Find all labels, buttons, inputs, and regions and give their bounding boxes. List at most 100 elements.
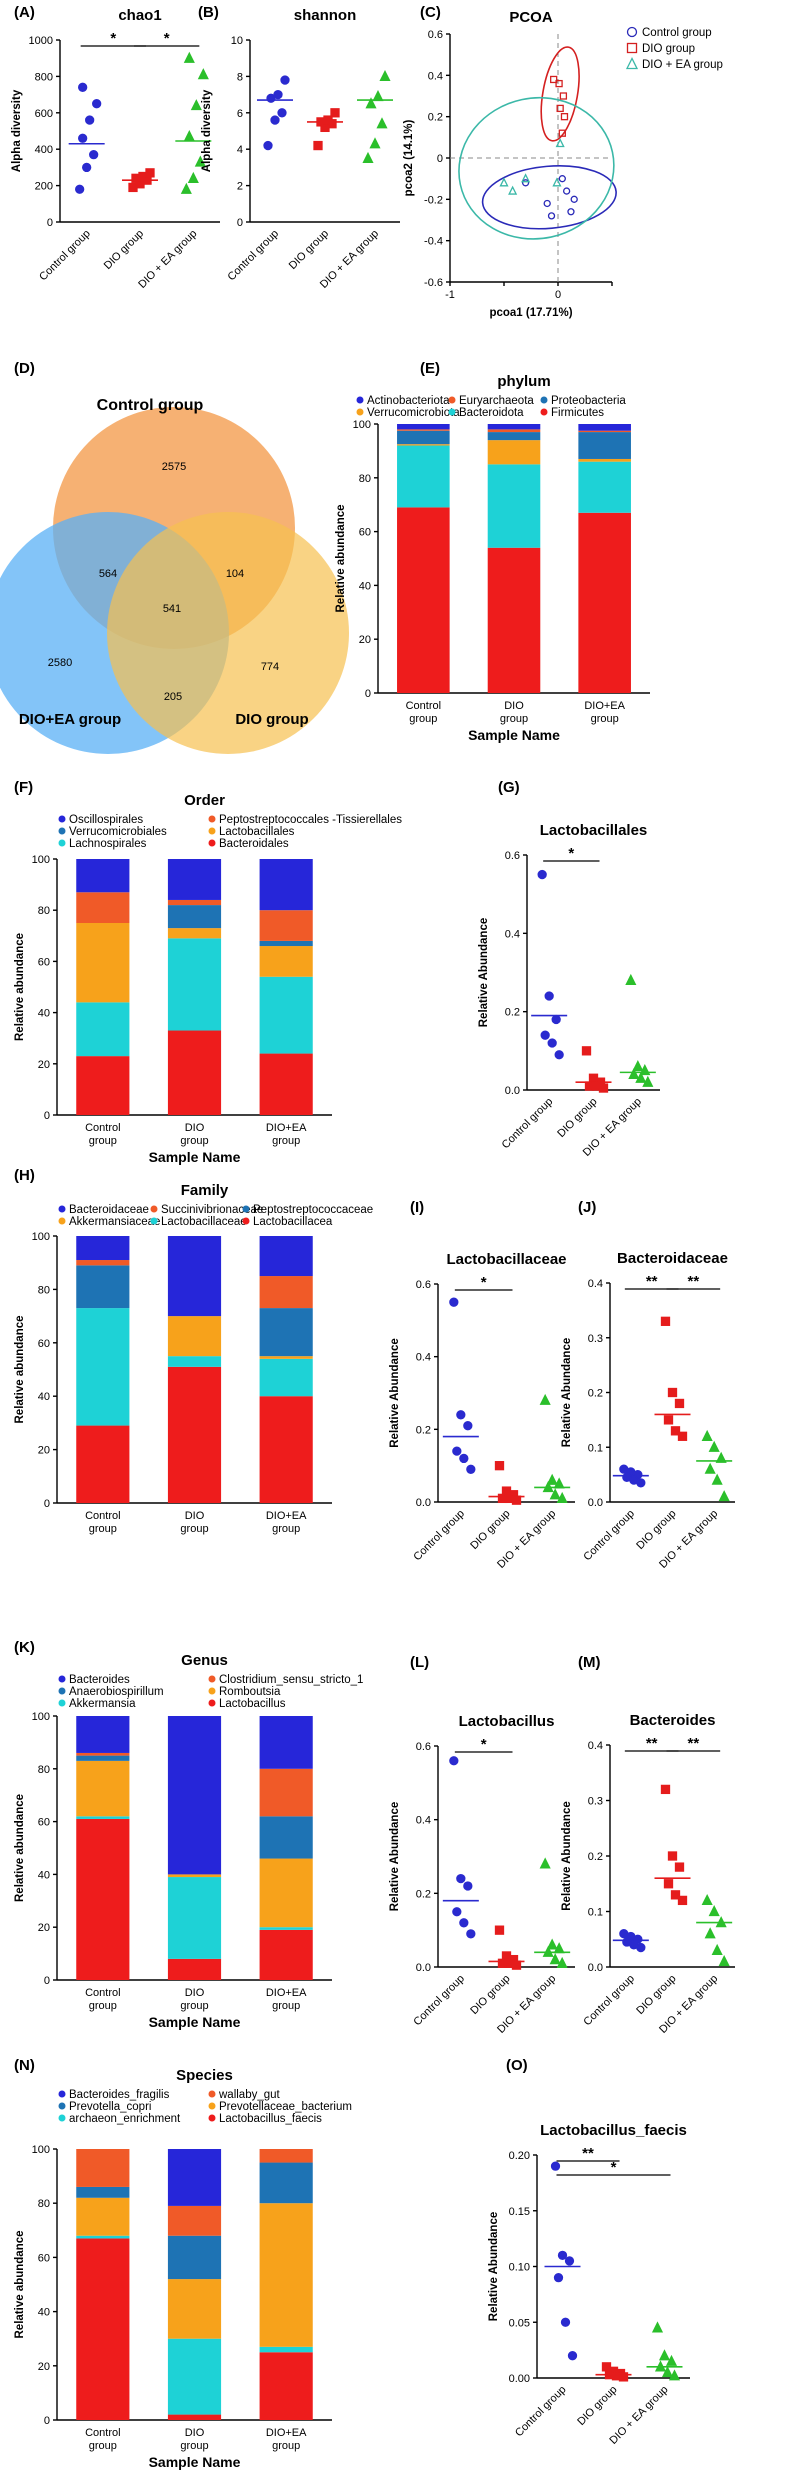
y-tick-label: 60: [38, 1338, 50, 1350]
data-point: [553, 1477, 565, 1489]
x-tick-label: Control group: [500, 1096, 556, 1152]
y-tick-label: 0.0: [416, 1962, 431, 1974]
x-tick-label: Control group: [513, 2384, 569, 2440]
data-point: [665, 2354, 678, 2366]
legend-swatch: [58, 1687, 66, 1695]
legend-label: wallaby_gut: [218, 2089, 281, 2101]
x-tick-line: DIO: [504, 700, 524, 712]
legend-swatch: [208, 1687, 216, 1695]
x-axis-label: Sample Name: [149, 2014, 241, 2030]
legend-swatch: [58, 2114, 66, 2122]
y-tick-label: 40: [38, 2307, 50, 2319]
data-point: [551, 1014, 561, 1025]
data-point: [628, 1067, 640, 1079]
x-tick-line: group: [409, 713, 437, 725]
chart-f: (F) Order Oscillospirales Peptostreptococca…: [14, 779, 402, 1165]
panel-label: (I): [410, 1199, 424, 1216]
y-tick-label: 800: [35, 71, 53, 83]
y-tick-label: 0: [44, 1975, 50, 1987]
y-tick-label: 0.00: [509, 2373, 530, 2385]
y-axis-label: Relative Abundance: [389, 1802, 401, 1912]
data-point: [642, 1075, 654, 1087]
legend-swatch: [448, 396, 456, 404]
data-point: [658, 2349, 671, 2361]
bar-segment: [578, 432, 631, 459]
legend-label: Bacteroides: [69, 1674, 130, 1686]
y-tick-label: 0.0: [588, 1497, 603, 1509]
venn-count-control-dio: 104: [226, 568, 244, 580]
data-point: [636, 1942, 646, 1953]
y-tick-label: 100: [32, 1231, 50, 1243]
y-tick-label: 40: [359, 580, 371, 592]
bar-segment: [76, 859, 130, 893]
data-point: [663, 1415, 674, 1425]
legend-swatch: [58, 827, 66, 835]
legend-label: Actinobacteriota: [367, 395, 450, 407]
data-point: [362, 151, 374, 163]
data-point: [701, 1893, 713, 1906]
y-axis-label: Relative abundance: [14, 1794, 26, 1902]
legend-swatch: [208, 1675, 216, 1683]
bar-segment: [76, 1308, 130, 1426]
bar-segment: [259, 1276, 313, 1309]
bar-segment: [167, 1356, 222, 1367]
legend-label: Bacteroidaceae: [69, 1204, 149, 1216]
y-tick-label: 100: [32, 1711, 50, 1723]
x-axis-label: Sample Name: [149, 1149, 241, 1165]
data-point: [625, 973, 637, 985]
x-tick-line: DIO: [185, 1510, 205, 1522]
legend-swatch: [208, 2090, 216, 2098]
data-point: [711, 1473, 723, 1485]
y-tick-label: 0: [437, 153, 443, 165]
legend-label: archaeon_enrichment: [69, 2113, 181, 2125]
x-tick-line: DIO+EA: [266, 1987, 307, 1999]
data-point: [369, 137, 381, 149]
y-tick-label: 0.2: [416, 1424, 431, 1436]
significance-mark: *: [481, 1274, 487, 1291]
bar-segment: [167, 1030, 222, 1115]
data-point: [280, 75, 290, 85]
x-tick-label: DIO group: [468, 1973, 512, 2017]
chart-m: (M) Bacteroides 0.0 0.1 0.2 0.3 0.4 Relative Ab…: [561, 1654, 735, 2036]
bar-segment: [167, 2338, 222, 2415]
bar-segment: [259, 1927, 313, 1930]
y-axis-label: Relative abundance: [14, 2230, 26, 2338]
data-point: [376, 117, 388, 129]
data-point: [632, 1060, 644, 1072]
bar-segment: [76, 923, 130, 1003]
bar-segment: [397, 507, 450, 693]
y-tick-label: 6: [237, 108, 243, 120]
data-point: [544, 991, 554, 1001]
bar-segment: [76, 1716, 130, 1753]
bar-segment: [167, 1366, 222, 1503]
data-point: [557, 2250, 568, 2261]
x-tick-label: DIO group: [180, 2427, 208, 2452]
bar-segment: [167, 905, 222, 929]
data-point: [521, 179, 530, 187]
x-tick-label: DIO group: [555, 1096, 599, 1140]
panel-label: (G): [498, 779, 520, 796]
x-tick-label: DIO group: [180, 1987, 208, 2012]
panel-label: (J): [578, 1199, 596, 1216]
significance-mark: *: [164, 30, 170, 47]
data-point: [711, 1943, 723, 1955]
data-point: [715, 1451, 727, 1463]
bar-segment: [259, 946, 313, 977]
legend-label: DIO + EA group: [642, 59, 723, 71]
y-tick-label: 200: [35, 181, 53, 193]
y-tick-label: 0.05: [509, 2317, 530, 2329]
legend-swatch: [58, 1217, 66, 1225]
x-tick-label: Control group: [85, 1122, 120, 1147]
legend-swatch: [208, 815, 216, 823]
panel-label: (O): [506, 2057, 528, 2074]
chart-title: Bacteroidaceae: [617, 1250, 728, 1267]
data-point: [539, 1393, 551, 1405]
venn-diagram: (D) Control group DIO+EA group DIO group…: [0, 360, 349, 754]
x-tick-line: group: [89, 1135, 117, 1147]
data-point: [618, 2372, 629, 2382]
y-tick-label: 0.0: [416, 1497, 431, 1509]
legend-marker: [625, 57, 639, 70]
legend-label: Proteobacteria: [551, 395, 626, 407]
data-point: [567, 2351, 578, 2361]
x-tick-line: group: [180, 1135, 208, 1147]
